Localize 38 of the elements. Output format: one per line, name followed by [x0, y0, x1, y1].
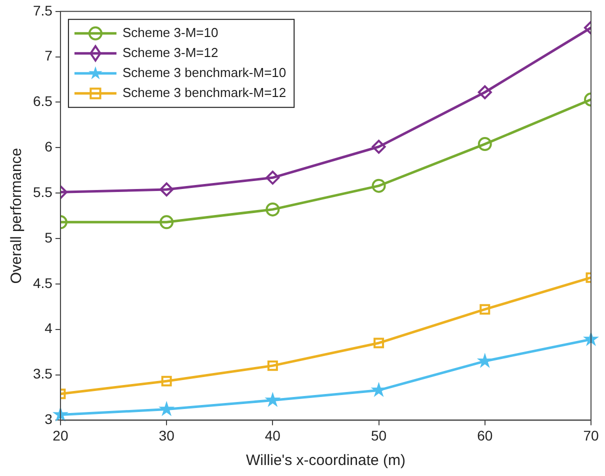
point — [478, 85, 492, 100]
y-tick-label: 5.5 — [32, 184, 53, 200]
point — [372, 140, 386, 154]
y-tick-label: 6 — [44, 138, 53, 155]
point — [52, 406, 68, 422]
point — [160, 182, 174, 196]
point — [476, 352, 493, 368]
x-tick-label: 30 — [158, 427, 175, 444]
point — [160, 215, 174, 230]
y-tick-label: 7.5 — [32, 2, 53, 18]
point — [480, 304, 490, 315]
point — [266, 170, 280, 185]
point — [161, 376, 172, 386]
x-tick-label: 50 — [370, 427, 387, 444]
point — [267, 360, 278, 371]
y-tick-label: 4.5 — [32, 274, 53, 291]
y-tick-label: 3 — [44, 411, 53, 428]
point — [266, 202, 280, 216]
point — [374, 338, 384, 348]
y-tick-label: 3.5 — [32, 366, 53, 382]
legend-label: Scheme 3 benchmark-M=12 — [122, 84, 286, 100]
x-tick-label: 40 — [264, 427, 281, 444]
legend-label: Scheme 3 benchmark-M=10 — [122, 64, 286, 80]
point — [264, 392, 281, 408]
y-tick-label: 7 — [44, 48, 53, 64]
x-tick-label: 20 — [52, 427, 68, 444]
y-tick-label: 4 — [44, 320, 53, 336]
y-axis-title: Overall performance — [8, 148, 26, 284]
legend-label: Scheme 3-M=10 — [122, 24, 218, 40]
point — [158, 400, 175, 416]
x-axis-title: Willie's x-coordinate (m) — [246, 452, 406, 470]
legend-label: Scheme 3-M=12 — [122, 44, 218, 60]
point — [372, 178, 386, 193]
point — [478, 137, 492, 152]
y-tick-label: 6.5 — [32, 93, 53, 110]
x-tick-label: 70 — [583, 427, 599, 444]
x-tick-label: 60 — [477, 427, 493, 444]
y-tick-label: 5 — [44, 229, 53, 246]
